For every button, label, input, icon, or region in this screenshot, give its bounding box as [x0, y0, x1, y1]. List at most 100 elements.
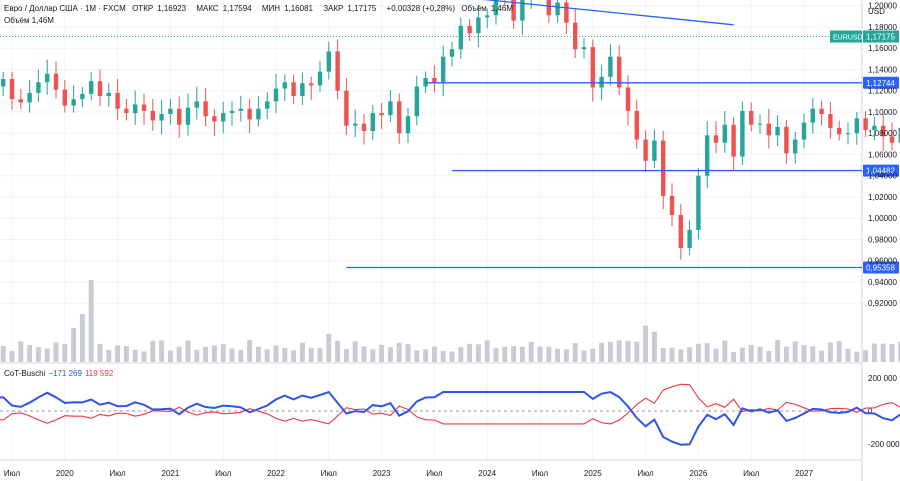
volume-bar [845, 348, 851, 362]
volume-legend: Объём 1,46M [4, 16, 54, 25]
symbol-tag: EURUSD [833, 35, 863, 42]
x-tick-label: Июл [4, 469, 21, 478]
volume-bar [783, 346, 789, 362]
candle-body [520, 0, 525, 21]
level-price-box [863, 164, 899, 177]
candle-body [282, 82, 287, 89]
candle-body [273, 88, 279, 102]
low-value: 1,16081 [284, 4, 313, 13]
candle-body [45, 73, 50, 83]
level-price-label: 1,12744 [866, 79, 895, 88]
volume-bar [247, 340, 253, 362]
volume-bar [458, 347, 464, 362]
candle-body [141, 104, 147, 111]
candle-body [757, 123, 763, 125]
candle-body [441, 56, 446, 83]
candle-body [423, 77, 428, 87]
y-tick-label: 1,06000 [868, 150, 897, 159]
volume-bar [9, 351, 15, 362]
volume-bar [115, 345, 121, 362]
volume-bar [502, 346, 508, 362]
y-tick-label: 1,10000 [868, 108, 897, 117]
candle-body [0, 79, 6, 87]
candle-body [185, 107, 191, 125]
y-tick-label: 0,96000 [868, 257, 897, 266]
volume-bar [651, 331, 657, 362]
x-tick-label: 2021 [162, 469, 180, 478]
candle-body [229, 110, 235, 114]
candle-body [845, 133, 851, 135]
candle-body [115, 92, 120, 109]
volume-bar [203, 346, 209, 362]
instrument-title: Евро / Доллар США · 1М · FXCM [4, 4, 126, 13]
candle-body [801, 122, 807, 140]
volume-bar [97, 343, 103, 362]
volume-bar [79, 314, 85, 362]
volume-bar [106, 350, 112, 362]
currency-label: USD [868, 7, 885, 16]
x-axis-labels: Июл 2020 Июл 2021 Июл 2022 Июл 2023 Июл 2024 Июл 20… [4, 469, 814, 478]
cot-blue-line [0, 390, 900, 446]
candle-body [449, 49, 455, 57]
level-price-box [863, 261, 899, 274]
candle-body [652, 140, 657, 161]
volume-bar [695, 343, 701, 362]
candle-body [467, 25, 472, 34]
candle-body [669, 195, 675, 216]
cot-value-red: 119 592 [84, 369, 114, 378]
volume-bar [449, 351, 455, 362]
volume-bar [581, 350, 587, 362]
volume-bar [185, 340, 191, 362]
y-tick-label: 1,14000 [868, 65, 897, 74]
candle-body [159, 114, 164, 121]
open-label: ОТКР [132, 4, 154, 13]
volume-bar [423, 349, 429, 362]
volume-bar [836, 341, 842, 362]
candle-body [177, 108, 182, 125]
volume-bar [220, 343, 226, 362]
volume-bar [282, 348, 288, 362]
level-price-box [863, 76, 899, 89]
candle-body [493, 0, 499, 16]
candle-body [458, 25, 463, 50]
cot-value-blue: −171 269 [48, 369, 82, 378]
candle-body [36, 82, 41, 93]
volume-bar [62, 344, 68, 362]
candle-body [194, 101, 199, 108]
x-tick-label: Июл [321, 469, 338, 478]
volume-bar [660, 348, 666, 362]
volume-bar [563, 349, 569, 362]
candle-body [731, 124, 736, 157]
volume-bar [748, 344, 754, 362]
candle-body [291, 82, 296, 97]
volume-bar [335, 340, 341, 362]
y-tick-label: 0,94000 [868, 278, 897, 287]
x-tick-label: Июл [743, 469, 760, 478]
candle-body [62, 89, 67, 106]
candle-body [713, 135, 719, 143]
volume-bar [757, 346, 763, 362]
candle-body [476, 17, 481, 34]
candle-body [775, 126, 780, 136]
candle-body [106, 92, 111, 97]
y-tick-label: 1,00000 [868, 214, 897, 223]
volume-bar [352, 341, 358, 362]
candle-body [97, 81, 103, 97]
volume-bar [643, 325, 649, 362]
candle-body [18, 99, 23, 103]
candle-body [133, 104, 138, 114]
volume-bar [317, 347, 323, 362]
x-tick-label: 2027 [795, 469, 813, 478]
volume-bar [264, 349, 270, 362]
volume-bar [546, 346, 552, 362]
volume-bar [229, 348, 235, 362]
volume-bar [18, 341, 24, 362]
volume-bar [528, 341, 534, 362]
candles [0, 0, 900, 260]
volume-bar [511, 346, 517, 362]
candle-body [9, 79, 15, 100]
candle-body [546, 0, 551, 16]
volume-bar [590, 348, 596, 362]
x-tick-label: Июл [215, 469, 232, 478]
